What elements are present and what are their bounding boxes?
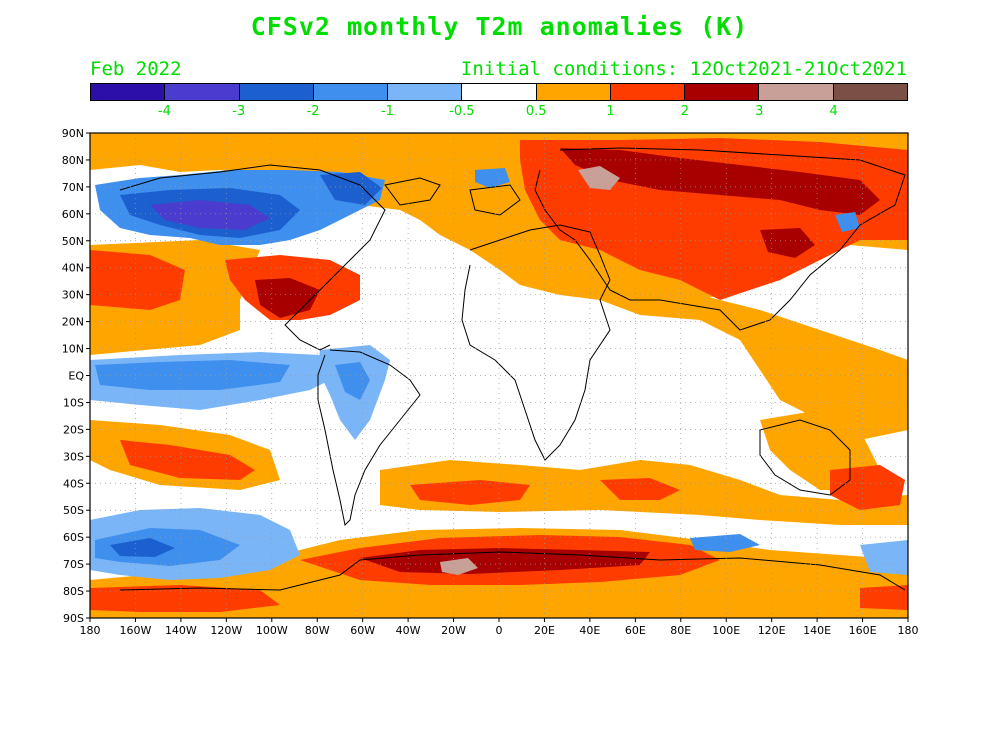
- lat-label: 90S: [63, 612, 84, 625]
- legend-swatch: [91, 84, 166, 100]
- legend-swatch: [685, 84, 760, 100]
- color-legend-labels: -4 -3 -2 -1 -0.5 0.5 1 2 3 4: [90, 104, 908, 120]
- lat-label: 20S: [63, 423, 84, 436]
- legend-swatch: [313, 84, 389, 100]
- lon-label: 60W: [350, 624, 375, 637]
- lat-label: 30S: [63, 450, 84, 463]
- legend-label: -4: [157, 104, 171, 119]
- lon-label: 20W: [441, 624, 466, 637]
- lat-label: 90N: [62, 127, 84, 140]
- coastlines: [119, 147, 906, 591]
- lon-label: 100W: [256, 624, 288, 637]
- legend-label: -0.5: [449, 104, 475, 119]
- legend-label: 1: [606, 104, 615, 119]
- map-title: CFSv2 monthly T2m anomalies (K): [250, 12, 749, 41]
- lat-label: 10N: [62, 343, 84, 356]
- legend-label: 0.5: [525, 104, 547, 119]
- lon-label: 140E: [803, 624, 831, 637]
- legend-label: 4: [829, 104, 838, 119]
- legend-label: -2: [306, 104, 320, 119]
- gridlines: [90, 133, 908, 618]
- lat-label: 30N: [62, 289, 84, 302]
- lon-label: 20E: [534, 624, 555, 637]
- legend-swatch: [536, 84, 611, 100]
- lon-label: 60E: [625, 624, 646, 637]
- lon-label: 0: [496, 624, 503, 637]
- forecast-month: Feb 2022: [90, 58, 182, 80]
- axis-ticks: 90N 80N 70N 60N 50N 40N 30N 20N 10N EQ 10S 20S 30S 40…: [62, 127, 919, 637]
- lat-label: 40S: [63, 477, 84, 490]
- legend-swatch: [165, 84, 240, 100]
- color-legend: [90, 83, 908, 101]
- lat-label: 60N: [62, 208, 84, 221]
- lat-label: 40N: [62, 262, 84, 275]
- lat-label: 10S: [63, 396, 84, 409]
- legend-swatch: [833, 84, 907, 100]
- lat-label: 20N: [62, 316, 84, 329]
- legend-label: -3: [232, 104, 246, 119]
- lon-label: 40E: [579, 624, 600, 637]
- lon-label: 140W: [165, 624, 197, 637]
- lon-label: 80W: [305, 624, 330, 637]
- lat-label: 70S: [63, 558, 84, 571]
- legend-swatch: [610, 84, 686, 100]
- initial-conditions: Initial conditions: 12Oct2021-21Oct2021: [460, 58, 907, 80]
- lon-label: 120W: [210, 624, 242, 637]
- lat-label: 50S: [63, 504, 84, 517]
- lat-label: 80S: [63, 585, 84, 598]
- lon-label: 120E: [758, 624, 786, 637]
- lat-label: 60S: [63, 531, 84, 544]
- lon-label: 160W: [120, 624, 152, 637]
- legend-swatch: [462, 84, 537, 100]
- legend-swatch: [388, 84, 463, 100]
- lat-label: 70N: [62, 181, 84, 194]
- lat-label: 80N: [62, 154, 84, 167]
- legend-swatch: [759, 84, 834, 100]
- lat-label: EQ: [68, 370, 84, 383]
- lon-label: 80E: [670, 624, 691, 637]
- legend-label: 3: [755, 104, 764, 119]
- lon-label: 100E: [712, 624, 740, 637]
- lon-label: 180: [80, 624, 101, 637]
- lon-label: 40W: [396, 624, 421, 637]
- lat-label: 50N: [62, 235, 84, 248]
- lon-label: 160E: [849, 624, 877, 637]
- legend-label: 2: [680, 104, 690, 119]
- legend-swatch: [239, 84, 314, 100]
- lon-label: 180: [898, 624, 919, 637]
- legend-label: -1: [380, 104, 394, 119]
